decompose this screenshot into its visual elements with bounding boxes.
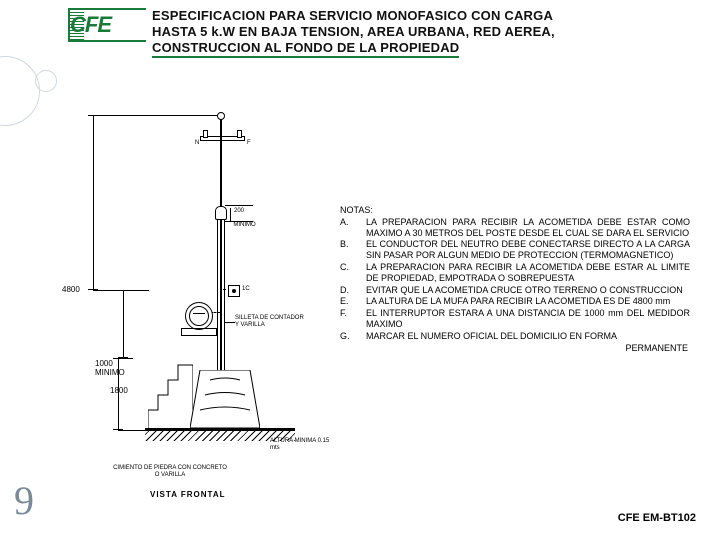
note-permanente: PERMANENTE bbox=[340, 343, 690, 354]
note-text: LA PREPARACION PARA RECIBIR LA ACOMETIDA… bbox=[366, 217, 690, 239]
note-text: LA ALTURA DE LA MUFA PARA RECIBIR LA ACO… bbox=[366, 296, 690, 307]
note-row: A. LA PREPARACION PARA RECIBIR LA ACOMETI… bbox=[340, 217, 690, 239]
dim-4800-label: 4800 bbox=[62, 285, 80, 294]
note-row: F. EL INTERRUPTOR ESTARA A UNA DISTANCIA … bbox=[340, 308, 690, 330]
note-key: C. bbox=[340, 262, 356, 284]
mufa-icon bbox=[215, 206, 227, 220]
note-row: C. LA PREPARACION PARA RECIBIR LA ACOMETI… bbox=[340, 262, 690, 284]
cfe-logo: CFE bbox=[68, 8, 146, 42]
notes-heading: NOTAS: bbox=[340, 205, 690, 216]
note-row: D. EVITAR QUE LA ACOMETIDA CRUCE OTRO TER… bbox=[340, 285, 690, 296]
title-line: HASTA 5 k.W EN BAJA TENSION, AREA URBANA… bbox=[152, 24, 555, 39]
meter-base bbox=[181, 328, 217, 336]
note-key: D. bbox=[340, 285, 356, 296]
note-text: MARCAR EL NUMERO OFICIAL DEL DOMICILIO E… bbox=[366, 331, 690, 342]
logo-text: CFE bbox=[70, 12, 111, 38]
crossarm bbox=[200, 136, 245, 141]
cimiento-label: CIMIENTO DE PIEDRA CON CONCRETO O VARILL… bbox=[110, 465, 230, 478]
dim-extension bbox=[225, 205, 253, 206]
dimension-200: 200 MINIMO bbox=[230, 208, 280, 228]
note-row: G. MARCAR EL NUMERO OFICIAL DEL DOMICILIO… bbox=[340, 331, 690, 342]
dim-extension bbox=[118, 358, 133, 359]
dim-extension bbox=[93, 115, 223, 116]
note-key: B. bbox=[340, 239, 356, 261]
title-line: CONSTRUCCION AL FONDO DE LA PROPIEDAD bbox=[152, 40, 459, 58]
pedestal bbox=[190, 370, 260, 430]
doc-code: CFE EM-BT102 bbox=[618, 512, 696, 524]
header: CFE ESPECIFICACION PARA SERVICIO MONOFAS… bbox=[68, 8, 690, 58]
vista-label: VISTA FRONTAL bbox=[150, 490, 226, 499]
steps bbox=[148, 360, 193, 430]
note-key: A. bbox=[340, 217, 356, 239]
note-text: EL CONDUCTOR DEL NEUTRO DEBE CONECTARSE … bbox=[366, 239, 690, 261]
note-row: E. LA ALTURA DE LA MUFA PARA RECIBIR LA A… bbox=[340, 296, 690, 307]
lead-line bbox=[225, 322, 235, 323]
decor-circle bbox=[35, 70, 57, 92]
notes-block: NOTAS: A. LA PREPARACION PARA RECIBIR LA … bbox=[340, 205, 690, 353]
breaker-mark: 1C bbox=[242, 286, 250, 292]
silleta-label: SILLETA DE CONTADOR Y VARILLA bbox=[235, 315, 305, 328]
note-key: F. bbox=[340, 308, 356, 330]
lead-line bbox=[242, 430, 272, 431]
dim-extension bbox=[118, 430, 148, 431]
dimension-1000 bbox=[118, 290, 128, 358]
note-key: G. bbox=[340, 331, 356, 342]
slide-number: 9 bbox=[14, 477, 34, 524]
page-title: ESPECIFICACION PARA SERVICIO MONOFASICO … bbox=[152, 8, 690, 58]
note-text: EL INTERRUPTOR ESTARA A UNA DISTANCIA DE… bbox=[366, 308, 690, 330]
dim-1800-label: 1800 bbox=[110, 386, 128, 395]
meter-icon bbox=[185, 302, 213, 330]
pole-diagram: 4800 1000MINIMO 1800 N F 200 MINIMO 1C S… bbox=[50, 110, 325, 470]
note-text: EVITAR QUE LA ACOMETIDA CRUCE OTRO TERRE… bbox=[366, 285, 690, 296]
dimension-4800 bbox=[88, 115, 98, 290]
altura-label: ALTURA MINIMA 0.15 mts bbox=[270, 438, 340, 451]
breaker-icon bbox=[228, 285, 240, 297]
note-text: LA PREPARACION PARA RECIBIR LA ACOMETIDA… bbox=[366, 262, 690, 284]
phase-label: F bbox=[247, 140, 251, 146]
note-row: B. EL CONDUCTOR DEL NEUTRO DEBE CONECTARS… bbox=[340, 239, 690, 261]
pole-cap bbox=[217, 112, 225, 120]
neutral-label: N bbox=[195, 140, 199, 146]
title-line: ESPECIFICACION PARA SERVICIO MONOFASICO … bbox=[152, 8, 553, 23]
note-key: E. bbox=[340, 296, 356, 307]
decor-circle bbox=[0, 56, 40, 126]
